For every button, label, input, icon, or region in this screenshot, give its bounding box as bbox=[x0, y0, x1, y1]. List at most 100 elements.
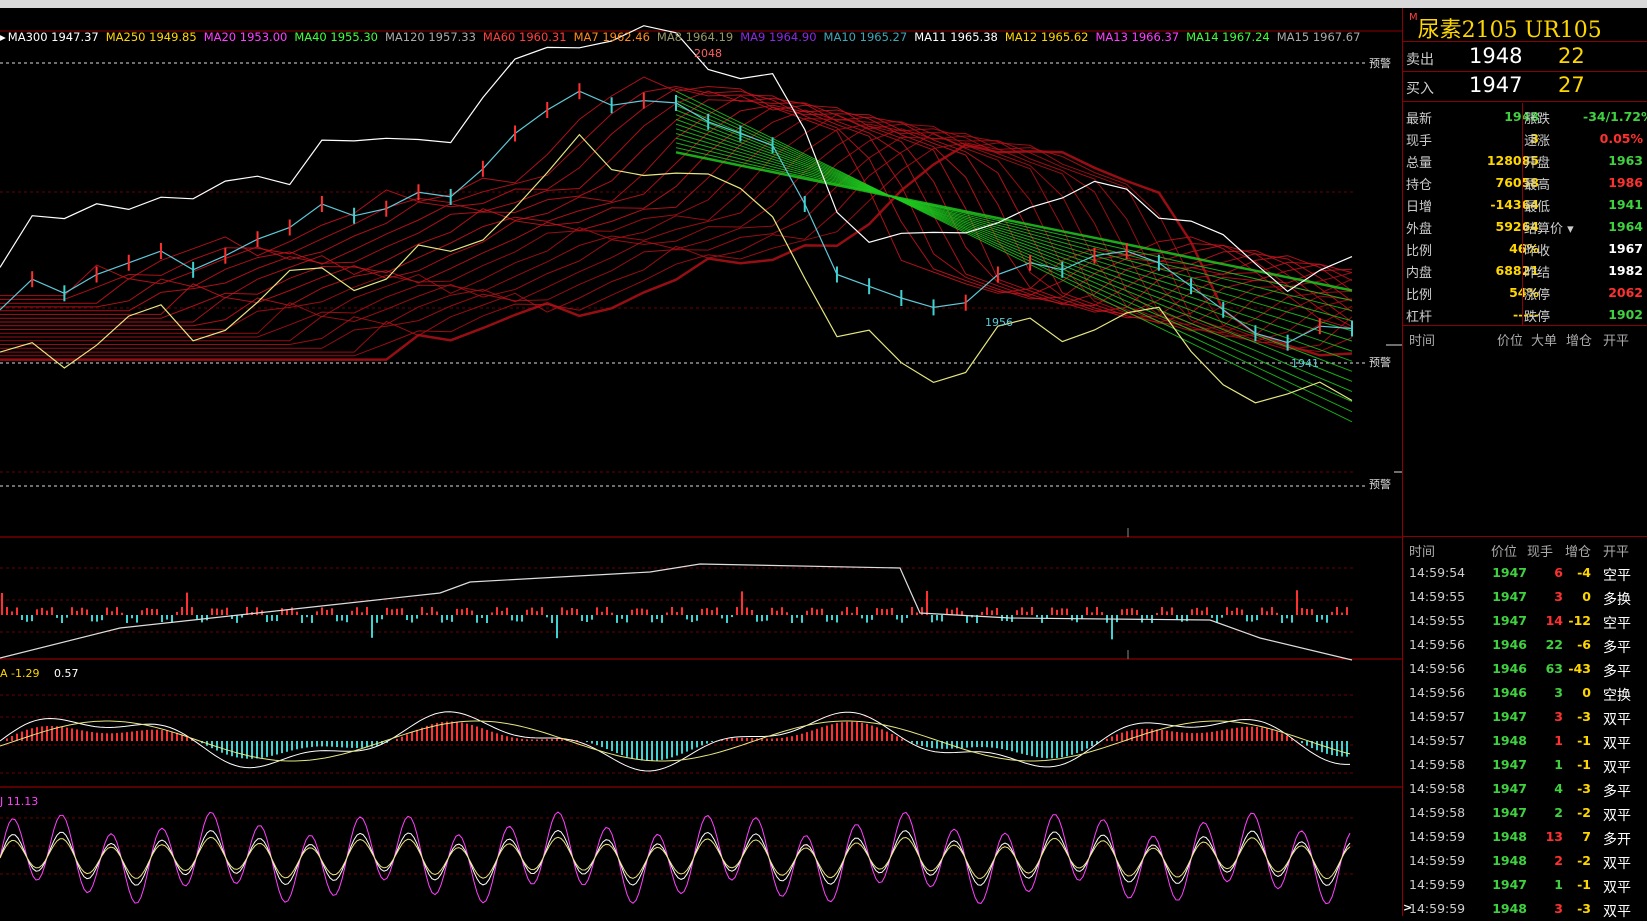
tick-cell: 双平 bbox=[1603, 880, 1631, 896]
tick-cell: 多平 bbox=[1603, 640, 1631, 656]
tick-row[interactable]: 14:59:59 1948 2 -2 双平 bbox=[1403, 849, 1647, 873]
tick-cell: -3 bbox=[1577, 901, 1591, 916]
tick-cell: -2 bbox=[1577, 853, 1591, 868]
tick-cell: 1947 bbox=[1492, 781, 1527, 796]
tick-row[interactable]: 14:59:58 1947 1 -1 双平 bbox=[1403, 753, 1647, 777]
tick-row[interactable]: 14:59:55 1947 3 0 多换 bbox=[1403, 585, 1647, 609]
tick-cell: 7 bbox=[1582, 829, 1591, 844]
tick-cell: 0 bbox=[1582, 589, 1591, 604]
tick-row[interactable]: >14:59:59 1948 3 -3 双平 bbox=[1403, 897, 1647, 921]
tick-cell: 1947 bbox=[1492, 757, 1527, 772]
tick-cell: -4 bbox=[1577, 565, 1591, 580]
tick-cell: 14:59:59 bbox=[1409, 877, 1466, 892]
ma-ribbon-green bbox=[675, 100, 1353, 403]
quote-label: 持仓 bbox=[1406, 178, 1433, 193]
kline-chart[interactable] bbox=[0, 8, 1402, 916]
quote-row: 外盘 59264 结算价 ▾ 1964 bbox=[1403, 215, 1647, 237]
tick-cell: 多平 bbox=[1603, 784, 1631, 800]
ma-ribbon-green bbox=[675, 123, 1353, 352]
tick-cell: 4 bbox=[1554, 781, 1563, 796]
tick-cell: 0 bbox=[1582, 685, 1591, 700]
quote-panel: M尿素2105 UR105 卖出 1948 22 买入 1947 27 最新 19… bbox=[1402, 8, 1647, 920]
contract-title[interactable]: M尿素2105 UR105 bbox=[1409, 12, 1602, 43]
tick-row[interactable]: 14:59:56 1946 22 -6 多平 bbox=[1403, 633, 1647, 657]
ma-legend-item: MA20 1953.00 bbox=[203, 30, 288, 44]
ma-ribbon-green bbox=[675, 133, 1353, 332]
ma-legend-item: MA40 1955.30 bbox=[294, 30, 378, 44]
quote-label: 内盘 bbox=[1406, 266, 1433, 281]
tick-cell: 14:59:59 bbox=[1409, 853, 1466, 868]
macd-value: 0.57 bbox=[54, 667, 79, 680]
divider bbox=[1403, 41, 1647, 42]
tick-cell: 14:59:56 bbox=[1409, 637, 1466, 652]
tick-cell: 双平 bbox=[1603, 808, 1631, 824]
tick-cell: 多换 bbox=[1603, 592, 1631, 608]
tick-row[interactable]: 14:59:58 1947 4 -3 多平 bbox=[1403, 777, 1647, 801]
tick-cell: 14:59:59 bbox=[1409, 829, 1466, 844]
tick-row[interactable]: 14:59:55 1947 14 -12 空平 bbox=[1403, 609, 1647, 633]
tick-cell: 2 bbox=[1554, 853, 1563, 868]
tick-cell: 1946 bbox=[1492, 661, 1527, 676]
tick-cell: 14:59:57 bbox=[1409, 733, 1466, 748]
quote-label: 涨停 bbox=[1524, 288, 1551, 303]
tick-cell: -3 bbox=[1577, 709, 1591, 724]
ma-ribbon-line bbox=[0, 143, 1353, 361]
tick-row[interactable]: 14:59:56 1946 63 -43 多平 bbox=[1403, 657, 1647, 681]
tick-cell: 空换 bbox=[1603, 688, 1631, 704]
ma-ribbon-green bbox=[675, 114, 1353, 372]
tick-cell: 3 bbox=[1554, 589, 1563, 604]
quote-label: 最新 bbox=[1406, 112, 1433, 127]
tick-cell: 1948 bbox=[1492, 853, 1527, 868]
quote-value: 1982 bbox=[1608, 263, 1643, 278]
tick-row[interactable]: 14:59:57 1947 3 -3 双平 bbox=[1403, 705, 1647, 729]
buy-row[interactable]: 买入 1947 27 bbox=[1406, 73, 1585, 97]
tick-cell: 13 bbox=[1545, 829, 1563, 844]
quote-label: 比例 bbox=[1406, 244, 1433, 259]
quote-value: 1902 bbox=[1608, 307, 1643, 322]
tick-row[interactable]: 14:59:56 1946 3 0 空换 bbox=[1403, 681, 1647, 705]
quote-value: 1967 bbox=[1608, 241, 1643, 256]
tick-cell: 14:59:58 bbox=[1409, 781, 1466, 796]
tick-cell: 1947 bbox=[1492, 877, 1527, 892]
sell-row[interactable]: 卖出 1948 22 bbox=[1406, 44, 1585, 68]
ma-legend-item: MA9 1964.90 bbox=[740, 30, 817, 44]
tick-cell: 1 bbox=[1554, 877, 1563, 892]
kdj-d-line bbox=[0, 836, 1351, 880]
tick-cell: -2 bbox=[1577, 805, 1591, 820]
tick-cell: 6 bbox=[1554, 565, 1563, 580]
tick-cell: 2 bbox=[1554, 805, 1563, 820]
quote-grid-divider bbox=[1522, 103, 1523, 325]
high-price-label: 2048 bbox=[694, 47, 722, 60]
divider bbox=[1403, 71, 1647, 72]
tick-cell: 14:59:55 bbox=[1409, 589, 1466, 604]
tick-row[interactable]: 14:59:54 1947 6 -4 空平 bbox=[1403, 561, 1647, 585]
ma-legend-item: MA7 1962.46 bbox=[573, 30, 650, 44]
quote-label: 总量 bbox=[1406, 156, 1433, 171]
tick-cell: 1 bbox=[1554, 733, 1563, 748]
quote-value: 1986 bbox=[1608, 175, 1643, 190]
ma-ribbon-line bbox=[0, 99, 1353, 312]
quote-label: 昨结 bbox=[1524, 266, 1551, 281]
quote-value: -14364 bbox=[1490, 197, 1539, 212]
lower-band bbox=[0, 133, 1353, 404]
tick-cell: 双平 bbox=[1603, 712, 1631, 728]
tick-cell: 双平 bbox=[1603, 736, 1631, 752]
tick-row[interactable]: 14:59:59 1947 1 -1 双平 bbox=[1403, 873, 1647, 897]
tick-row[interactable]: 14:59:58 1947 2 -2 双平 bbox=[1403, 801, 1647, 825]
ma-legend-item: MA60 1960.31 bbox=[482, 30, 567, 44]
ma-legend-item: MA15 1967.67 bbox=[1276, 30, 1361, 44]
tick-cell: -12 bbox=[1568, 613, 1591, 628]
tick-row[interactable]: 14:59:59 1948 13 7 多开 bbox=[1403, 825, 1647, 849]
quote-row: 日增 -14364 最低 1941 bbox=[1403, 193, 1647, 215]
tick-cell: 1947 bbox=[1492, 565, 1527, 580]
quote-row: 杠杆 ----- 跌停 1902 bbox=[1403, 303, 1647, 325]
macd-dea-line bbox=[0, 720, 1351, 762]
chart-area[interactable]: ▸ MA300 1947.37 MA250 1949.85 MA20 1953.00 M… bbox=[0, 8, 1402, 916]
ma-ribbon-green bbox=[675, 95, 1353, 413]
tick-cell: -1 bbox=[1577, 757, 1591, 772]
tick-row[interactable]: 14:59:57 1948 1 -1 双平 bbox=[1403, 729, 1647, 753]
low-price-label-mid: 1956 bbox=[985, 316, 1013, 329]
tick-cell: 14 bbox=[1545, 613, 1563, 628]
tick-cell: 14:59:58 bbox=[1409, 757, 1466, 772]
quote-value: 2062 bbox=[1608, 285, 1643, 300]
